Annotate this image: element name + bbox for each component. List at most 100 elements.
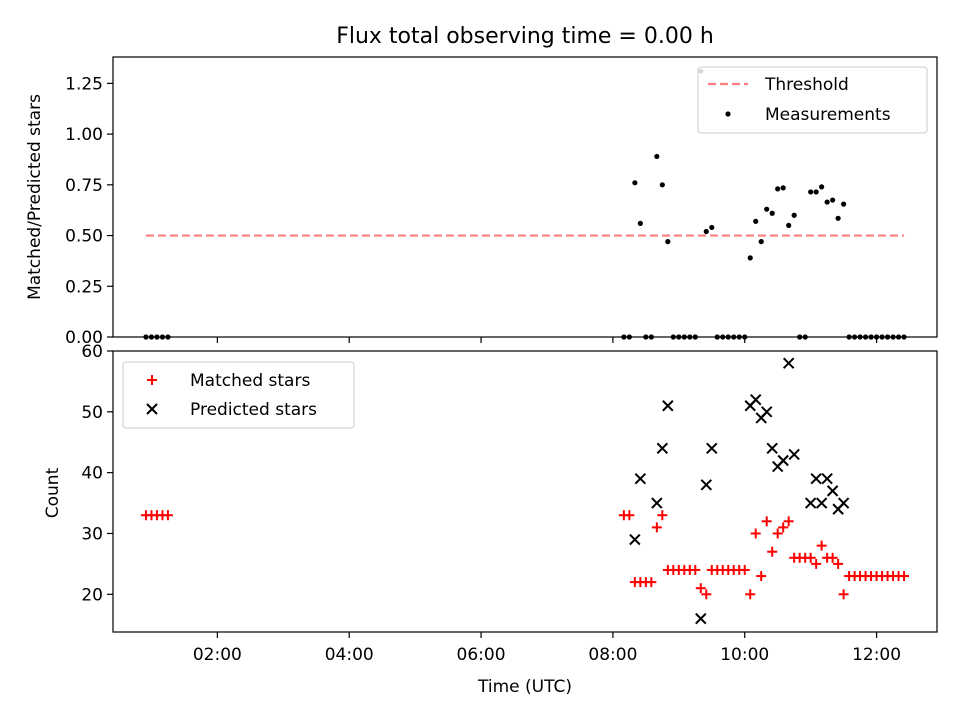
predicted-star-point [656, 442, 669, 455]
predicted-star-point [815, 497, 828, 509]
predicted-star-point [788, 448, 800, 461]
legend-matched-swatch [147, 375, 157, 385]
matched-star-point [811, 558, 822, 569]
predicted-star-point [629, 533, 641, 546]
matched-star-point [833, 558, 844, 569]
top-y-tick-label: 0.75 [65, 176, 103, 196]
predicted-star-point [804, 497, 817, 509]
measurement-point [703, 228, 709, 235]
measurement-point [758, 239, 764, 245]
matched-star-point [745, 589, 756, 600]
legend-predicted-label: Predicted stars [190, 400, 317, 420]
predicted-star-point [766, 442, 778, 455]
matched-star-point [805, 552, 816, 563]
matched-star-point [761, 516, 772, 527]
measurement-point [824, 199, 830, 205]
top-y-tick-label: 1.00 [65, 125, 103, 145]
chart-title: Flux total observing time = 0.00 h [336, 24, 714, 49]
x-tick-label: 08:00 [588, 645, 637, 665]
predicted-star-point [782, 357, 795, 369]
count-points [140, 357, 910, 625]
measurement-point [709, 224, 715, 231]
predicted-star-point [760, 406, 773, 418]
top-y-tick-label: 0.00 [65, 328, 103, 348]
matched-star-point [657, 510, 668, 521]
predicted-star-point [634, 473, 647, 485]
matched-star-point [624, 510, 635, 521]
measurement-point [764, 206, 770, 212]
matched-star-point [838, 589, 849, 600]
matched-star-point [783, 516, 794, 527]
measurement-point [753, 218, 759, 224]
top-y-tick-label: 0.25 [65, 277, 103, 297]
predicted-star-point [700, 479, 712, 491]
bottom-y-tick-label: 60 [81, 342, 103, 362]
measurement-point [632, 180, 638, 186]
measurement-point [808, 189, 814, 195]
measurement-point [769, 210, 775, 216]
bottom-y-tick-label: 30 [81, 524, 103, 544]
legend-matched-label: Matched stars [190, 371, 310, 391]
matched-star-point [651, 522, 662, 533]
measurement-point [830, 197, 836, 203]
matched-star-point [816, 540, 827, 551]
measurement-point [665, 239, 671, 245]
x-tick-label: 12:00 [852, 645, 901, 665]
matched-star-point [750, 528, 761, 539]
count-panel: 20 30 40 50 60 02:00 04:00 06:00 08:00 10:00 12:0… [43, 342, 938, 697]
matched-star-point [756, 571, 767, 582]
measurement-point [654, 153, 660, 160]
legend-predicted-swatch [146, 403, 158, 415]
ratio-panel: 0.00 0.25 0.50 0.75 1.00 1.25 Matched/Predict… [25, 56, 938, 348]
matched-star-point [739, 564, 750, 575]
predicted-star-point [750, 393, 762, 406]
bottom-legend: Matched stars Predicted stars [122, 361, 355, 429]
measurement-point [747, 255, 753, 261]
x-tick-label: 02:00 [193, 645, 242, 665]
top-x-ticks [216, 337, 878, 343]
predicted-star-point [695, 612, 707, 625]
bottom-y-axis-label: Count [43, 467, 63, 518]
legend-measurements-swatch [725, 111, 731, 117]
bottom-x-ticks: 02:00 04:00 06:00 08:00 10:00 12:00 [193, 632, 901, 665]
measurement-point [775, 186, 781, 192]
x-tick-label: 10:00 [720, 645, 769, 665]
measurement-point [637, 220, 643, 226]
measurement-point [819, 184, 825, 190]
matched-star-point [690, 564, 701, 575]
legend-measurements-label: Measurements [765, 105, 891, 125]
predicted-star-point [651, 497, 663, 509]
matched-star-point [827, 552, 838, 563]
matched-star-point [695, 583, 706, 594]
predicted-star-point [837, 497, 850, 509]
measurement-point [791, 212, 797, 218]
bottom-y-tick-label: 50 [81, 403, 103, 423]
x-tick-label: 06:00 [457, 645, 506, 665]
top-y-axis-label: Matched/Predicted stars [25, 94, 45, 300]
matched-star-point [767, 546, 778, 557]
matched-star-point [772, 528, 783, 539]
matched-star-point [778, 522, 789, 533]
measurement-point [835, 215, 841, 221]
predicted-star-point [706, 442, 718, 455]
x-tick-label: 04:00 [325, 645, 374, 665]
predicted-star-point [826, 485, 839, 497]
top-legend: Threshold Measurements [697, 66, 928, 134]
measurement-point [841, 201, 847, 207]
measurement-point [813, 189, 819, 195]
matched-star-point [701, 589, 712, 600]
measurement-point [780, 185, 786, 191]
bottom-y-tick-label: 20 [81, 585, 103, 605]
predicted-star-point [810, 473, 822, 485]
bottom-y-ticks: 20 30 40 50 60 [81, 342, 113, 605]
matched-star-point [646, 577, 657, 588]
measurement-point [786, 222, 792, 229]
matched-star-point [162, 510, 173, 521]
x-axis-label: Time (UTC) [477, 677, 572, 697]
top-y-ticks: 0.00 0.25 0.50 0.75 1.00 1.25 [65, 74, 113, 348]
predicted-star-point [777, 454, 789, 467]
predicted-star-point [662, 400, 674, 412]
bottom-y-tick-label: 40 [81, 464, 103, 484]
predicted-star-point [821, 473, 833, 485]
